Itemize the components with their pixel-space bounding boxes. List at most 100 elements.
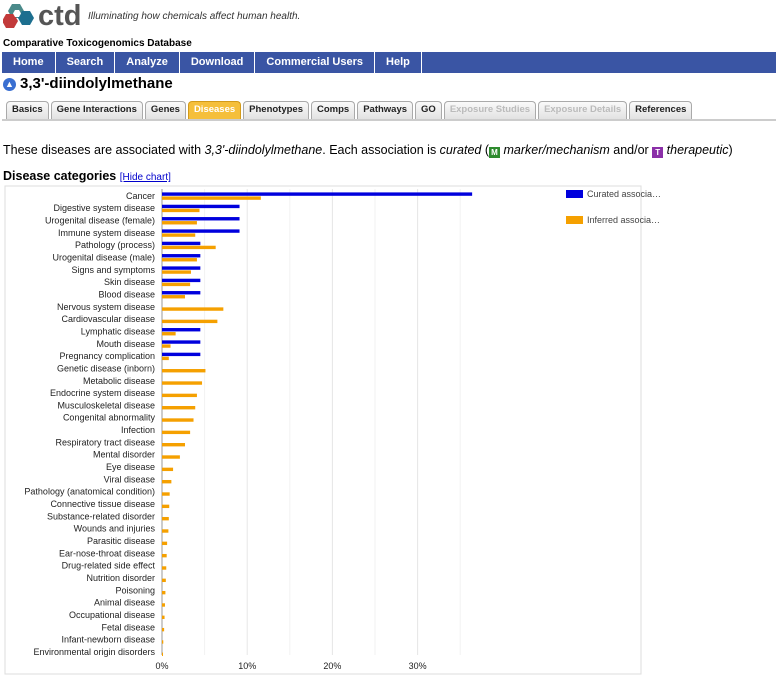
- page-title-text: 3,3'-diindolylmethane: [20, 75, 173, 92]
- intro-curated: curated: [439, 143, 482, 157]
- tab-gene-interactions[interactable]: Gene Interactions: [50, 101, 143, 119]
- inferred-bar: [162, 529, 169, 533]
- category-label: Mouth disease: [96, 339, 155, 349]
- category-label: Lymphatic disease: [81, 326, 155, 336]
- curated-bar: [162, 291, 201, 295]
- category-label: Urogenital disease (male): [52, 252, 155, 262]
- tab-bar: Basics Gene Interactions Genes Diseases …: [6, 101, 694, 119]
- inferred-bar: [162, 492, 170, 496]
- x-tick-label: 30%: [409, 661, 427, 671]
- inferred-bar: [162, 381, 203, 385]
- intro-and-or: and/or: [609, 143, 653, 157]
- tab-pathways[interactable]: Pathways: [357, 101, 414, 119]
- category-label: Pathology (process): [75, 240, 155, 250]
- category-label: Infection: [121, 425, 155, 435]
- inferred-bar: [162, 307, 224, 311]
- category-label: Musculoskeletal disease: [57, 400, 155, 410]
- category-label: Occupational disease: [69, 610, 155, 620]
- tab-references[interactable]: References: [629, 101, 693, 119]
- category-label: Cancer: [126, 191, 155, 201]
- inferred-bar: [162, 504, 170, 509]
- inferred-bar: [162, 430, 191, 435]
- inferred-bar: [162, 627, 165, 632]
- category-label: Pregnancy complication: [59, 351, 155, 361]
- curated-bar: [162, 340, 201, 344]
- category-label: Digestive system disease: [53, 203, 155, 213]
- category-label: Poisoning: [115, 585, 155, 595]
- category-label: Ear-nose-throat disease: [59, 548, 155, 558]
- x-tick-label: 20%: [323, 661, 341, 671]
- tab-diseases[interactable]: Diseases: [187, 101, 242, 119]
- intro-chemical: 3,3'-diindolylmethane: [204, 143, 323, 157]
- tab-phenotypes[interactable]: Phenotypes: [243, 101, 309, 119]
- intro-prefix: These diseases are associated with: [3, 143, 205, 157]
- page-title: ▲ 3,3'-diindolylmethane: [3, 75, 173, 93]
- nav-search[interactable]: Search: [56, 52, 116, 73]
- tab-basics[interactable]: Basics: [6, 101, 49, 119]
- inferred-bar: [162, 369, 206, 373]
- category-label: Pathology (anatomical condition): [24, 487, 155, 497]
- inferred-bar: [162, 258, 197, 262]
- inferred-bar: [162, 418, 194, 422]
- curated-bar: [162, 204, 240, 209]
- curated-bar: [162, 192, 473, 196]
- inferred-bar: [162, 270, 191, 274]
- category-label: Substance-related disorder: [47, 511, 155, 521]
- curated-bar: [162, 278, 201, 283]
- category-label: Drug-related side effect: [62, 561, 156, 571]
- inferred-bar: [162, 652, 163, 657]
- category-label: Mental disorder: [93, 450, 155, 460]
- category-label: Fetal disease: [101, 622, 155, 632]
- category-label: Environmental origin disorders: [33, 647, 155, 657]
- category-label: Nutrition disorder: [86, 573, 155, 583]
- intro-paren-open: (: [481, 143, 490, 157]
- tab-genes[interactable]: Genes: [144, 101, 186, 119]
- hide-chart-link[interactable]: [Hide chart]: [119, 172, 171, 183]
- nav-help[interactable]: Help: [375, 52, 422, 73]
- inferred-bar: [162, 332, 176, 336]
- inferred-bar: [162, 344, 171, 348]
- inferred-bar: [162, 516, 169, 521]
- legend-label-curated: Curated associa…: [587, 189, 661, 199]
- category-label: Immune system disease: [58, 228, 155, 238]
- category-label: Nervous system disease: [57, 302, 155, 312]
- legend-swatch-curated: [566, 190, 583, 198]
- section-heading: Disease categories [Hide chart]: [3, 169, 171, 183]
- inferred-bar: [162, 233, 196, 237]
- inferred-bar: [162, 245, 216, 250]
- inferred-bar: [162, 566, 167, 570]
- inferred-bar: [162, 393, 197, 398]
- ctd-logo-icon[interactable]: [3, 2, 39, 34]
- curated-bar: [162, 328, 201, 332]
- tab-exposure-studies: Exposure Studies: [443, 101, 537, 119]
- category-label: Skin disease: [104, 277, 155, 287]
- legend-swatch-inferred: [566, 216, 583, 224]
- curated-bar: [162, 266, 201, 270]
- nav-analyze[interactable]: Analyze: [115, 52, 180, 73]
- category-label: Signs and symptoms: [71, 265, 155, 275]
- tagline: Illuminating how chemicals affect human …: [88, 11, 301, 22]
- category-label: Infant-newborn disease: [61, 635, 155, 645]
- intro-therapeutic: therapeutic: [666, 143, 729, 157]
- curated-bar: [162, 217, 240, 221]
- disease-category-chart: 0% 10% 20% 30% Cancer Digestive system diseas…: [4, 185, 661, 675]
- category-label: Animal disease: [94, 598, 155, 608]
- inferred-bar: [162, 282, 191, 287]
- category-label: Wounds and injuries: [74, 524, 156, 534]
- legend-label-inferred: Inferred associa…: [587, 215, 660, 225]
- chemical-icon: ▲: [3, 77, 16, 91]
- nav-home[interactable]: Home: [2, 52, 56, 73]
- category-label: Respiratory tract disease: [55, 437, 155, 447]
- nav-download[interactable]: Download: [180, 52, 256, 73]
- logo-text: ctd: [38, 0, 82, 32]
- inferred-bar: [162, 479, 172, 484]
- category-label: Blood disease: [98, 289, 155, 299]
- inferred-bar: [162, 406, 196, 410]
- nav-commercial-users[interactable]: Commercial Users: [255, 52, 376, 73]
- tab-go[interactable]: GO: [415, 101, 442, 119]
- tab-comps[interactable]: Comps: [311, 101, 356, 119]
- intro-text: These diseases are associated with 3,3'-…: [3, 143, 733, 158]
- database-name: Comparative Toxicogenomics Database: [3, 38, 192, 49]
- inferred-bar: [162, 640, 164, 644]
- inferred-bar: [162, 208, 200, 213]
